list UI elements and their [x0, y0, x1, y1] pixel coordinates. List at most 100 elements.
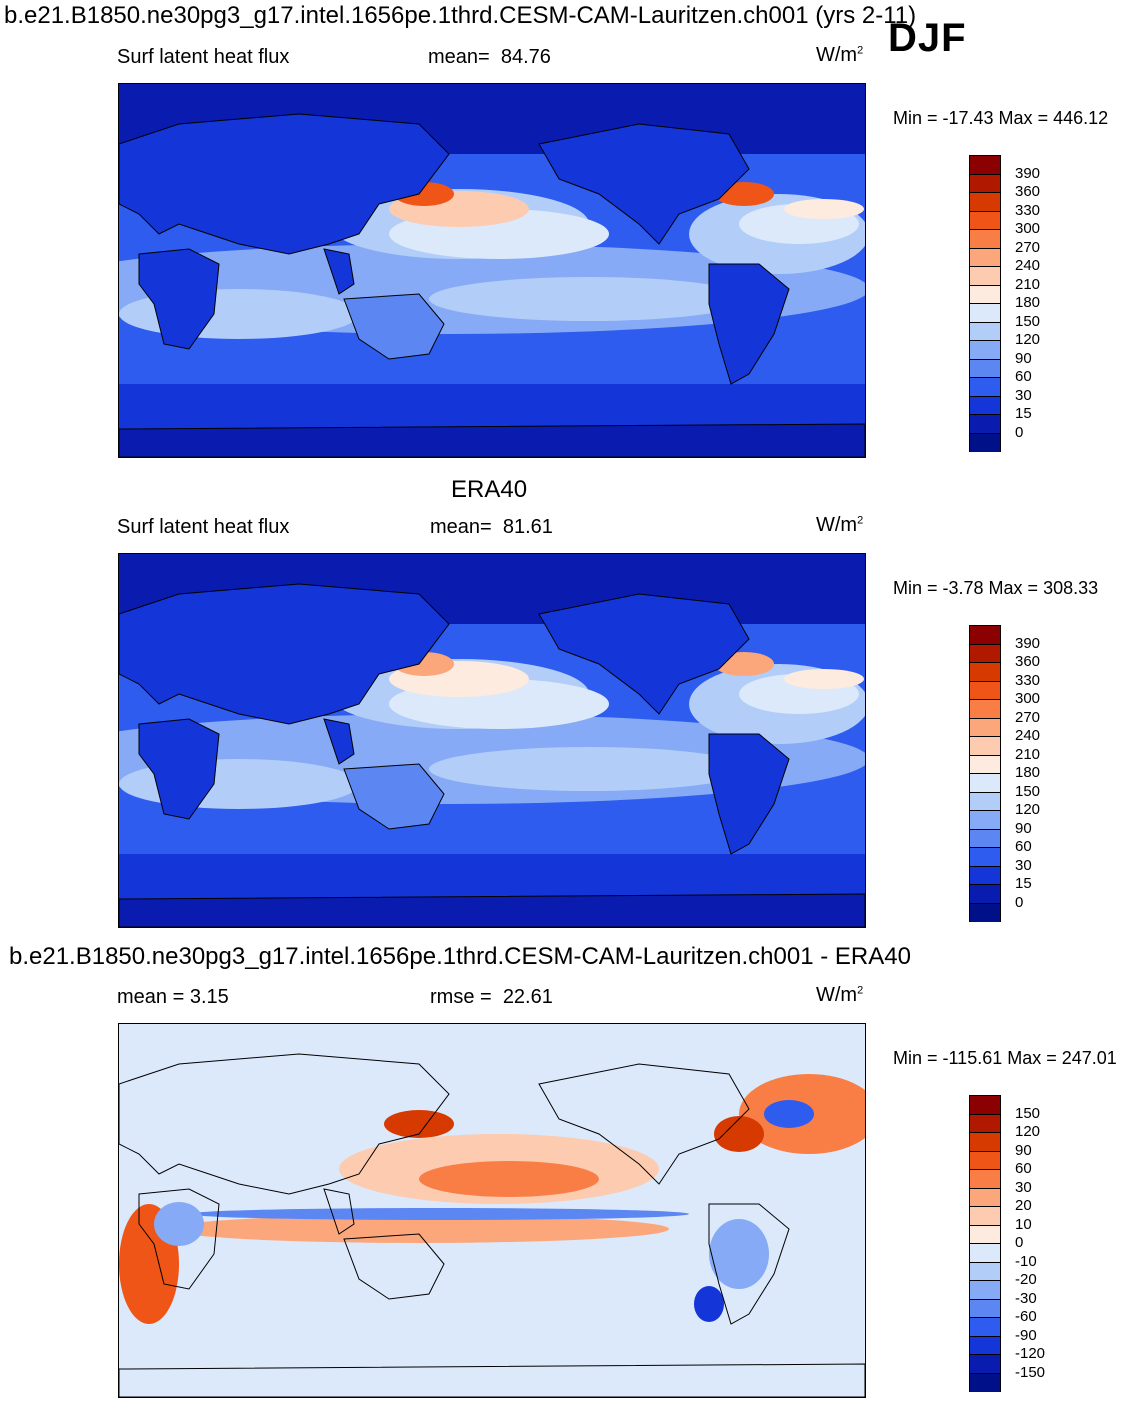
colorbar-tick-label: 120	[1015, 331, 1041, 348]
panel-units: W/m2	[816, 44, 864, 66]
colorbar-tick-label: 20	[1015, 1197, 1032, 1214]
colorbar-swatch	[969, 625, 1001, 645]
colorbar-swatch	[969, 865, 1001, 885]
colorbar-swatch	[969, 266, 1001, 286]
colorbar-swatch	[969, 1113, 1001, 1133]
colorbar-tick-label: 15	[1015, 405, 1032, 422]
colorbar-tick-label: -30	[1015, 1289, 1037, 1307]
colorbar-tick-label: 390	[1015, 164, 1041, 182]
colorbar-tick-label: 120	[1015, 801, 1041, 818]
colorbar-swatch	[969, 1317, 1001, 1337]
colorbar-tick-label: 60	[1015, 1160, 1032, 1177]
colorbar-swatch	[969, 884, 1001, 904]
map-obs-field	[119, 554, 865, 927]
colorbar-tick-label: 270	[1015, 708, 1041, 726]
colorbar-swatch	[969, 247, 1001, 267]
season-label: DJF	[888, 16, 967, 60]
panel-left-label: mean = 3.15	[117, 986, 229, 1008]
colorbar-swatch	[969, 847, 1001, 867]
colorbar-swatch	[969, 662, 1001, 682]
colorbar-swatch	[969, 1150, 1001, 1170]
panel-left-label: Surf latent heat flux	[117, 46, 290, 68]
colorbar-swatch	[969, 1354, 1001, 1374]
colorbar-tick-label: 30	[1015, 856, 1032, 874]
colorbar-tick-label: 390	[1015, 634, 1041, 652]
colorbar-tick-label: 150	[1015, 312, 1041, 330]
colorbar-tick-label: 150	[1015, 1104, 1041, 1122]
colorbar-swatch	[969, 321, 1001, 341]
colorbar-swatch	[969, 192, 1001, 212]
colorbar-tick-label: -150	[1015, 1363, 1046, 1381]
colorbar-tick-label: -10	[1015, 1252, 1037, 1270]
colorbar-tick-label: 300	[1015, 690, 1041, 707]
colorbar-tick-label: 0	[1015, 893, 1024, 911]
colorbar-tick-label: -20	[1015, 1271, 1037, 1288]
colorbar-tick-label: 60	[1015, 368, 1032, 385]
colorbar-swatch	[969, 1095, 1001, 1115]
colorbar-swatch	[969, 717, 1001, 737]
colorbar-model: 390 360 330 300 270 240 210 180 150 120 90 60 30 15 0	[969, 155, 1089, 452]
panel-left-label: Surf latent heat flux	[117, 516, 290, 538]
panel-stat: mean= 81.61	[430, 516, 553, 538]
colorbar-swatch	[969, 1298, 1001, 1318]
map-diff-field	[119, 1024, 865, 1397]
colorbar-tick-label: 300	[1015, 220, 1041, 237]
minmax-label: Min = -3.78 Max = 308.33	[893, 578, 1099, 598]
colorbar-swatch	[969, 1224, 1001, 1244]
colorbar-tick-label: 180	[1015, 294, 1041, 311]
colorbar-diff: 150 120 90 60 30 20 10 0 -10 -20 -30 -60 -90 -120 -150	[969, 1095, 1089, 1392]
colorbar-swatch	[969, 155, 1001, 175]
colorbar-tick-label: 210	[1015, 745, 1041, 763]
colorbar-tick-label: 30	[1015, 386, 1032, 404]
colorbar-swatch	[969, 1132, 1001, 1152]
colorbar-swatch	[969, 377, 1001, 397]
colorbar-swatch	[969, 680, 1001, 700]
colorbar-swatch	[969, 414, 1001, 434]
colorbar-tick-label: 360	[1015, 653, 1041, 670]
colorbar-tick-label: 90	[1015, 819, 1032, 837]
colorbar-tick-label: 120	[1015, 1123, 1041, 1140]
colorbar-swatch	[969, 1280, 1001, 1300]
colorbar-tick-label: -60	[1015, 1308, 1037, 1325]
colorbar-tick-label: 90	[1015, 1141, 1032, 1159]
colorbar-swatch	[969, 1335, 1001, 1355]
colorbar-swatch	[969, 699, 1001, 719]
map-model-field	[119, 84, 865, 457]
colorbar-tick-label: 10	[1015, 1215, 1032, 1233]
colorbar-tick-label: 330	[1015, 671, 1041, 689]
panel-units: W/m2	[816, 514, 864, 536]
colorbar-swatch	[969, 791, 1001, 811]
colorbar-swatch	[969, 902, 1001, 922]
colorbar-tick-label: 270	[1015, 238, 1041, 256]
colorbar-tick-label: 210	[1015, 275, 1041, 293]
colorbar-swatch	[969, 173, 1001, 193]
map-obs	[118, 553, 866, 928]
panel-stat: rmse = 22.61	[430, 986, 553, 1008]
colorbar-swatch	[969, 395, 1001, 415]
panel-title: b.e21.B1850.ne30pg3_g17.intel.1656pe.1th…	[9, 943, 911, 970]
figure-title: b.e21.B1850.ne30pg3_g17.intel.1656pe.1th…	[4, 2, 917, 29]
colorbar-tick-label: -120	[1015, 1345, 1046, 1362]
colorbar-swatch	[969, 340, 1001, 360]
colorbar-swatch	[969, 358, 1001, 378]
map-model	[118, 83, 866, 458]
colorbar-swatch	[969, 754, 1001, 774]
colorbar-tick-label: 240	[1015, 727, 1041, 744]
colorbar-swatch	[969, 229, 1001, 249]
colorbar-swatch	[969, 210, 1001, 230]
colorbar-swatch	[969, 1261, 1001, 1281]
colorbar-swatch	[969, 810, 1001, 830]
colorbar-tick-label: 0	[1015, 423, 1024, 441]
colorbar-tick-label: 0	[1015, 1234, 1024, 1251]
panel-stat: mean= 84.76	[428, 46, 551, 68]
colorbar-swatch	[969, 1372, 1001, 1392]
minmax-label: Min = -17.43 Max = 446.12	[893, 108, 1109, 128]
colorbar-tick-label: 180	[1015, 764, 1041, 781]
colorbar-tick-label: 15	[1015, 875, 1032, 892]
colorbar-tick-label: 90	[1015, 349, 1032, 367]
colorbar-swatch	[969, 828, 1001, 848]
colorbar-obs: 390 360 330 300 270 240 210 180 150 120 90 60 30 15 0	[969, 625, 1089, 922]
colorbar-swatch	[969, 1187, 1001, 1207]
panel-title: ERA40	[451, 476, 528, 503]
colorbar-swatch	[969, 1243, 1001, 1263]
